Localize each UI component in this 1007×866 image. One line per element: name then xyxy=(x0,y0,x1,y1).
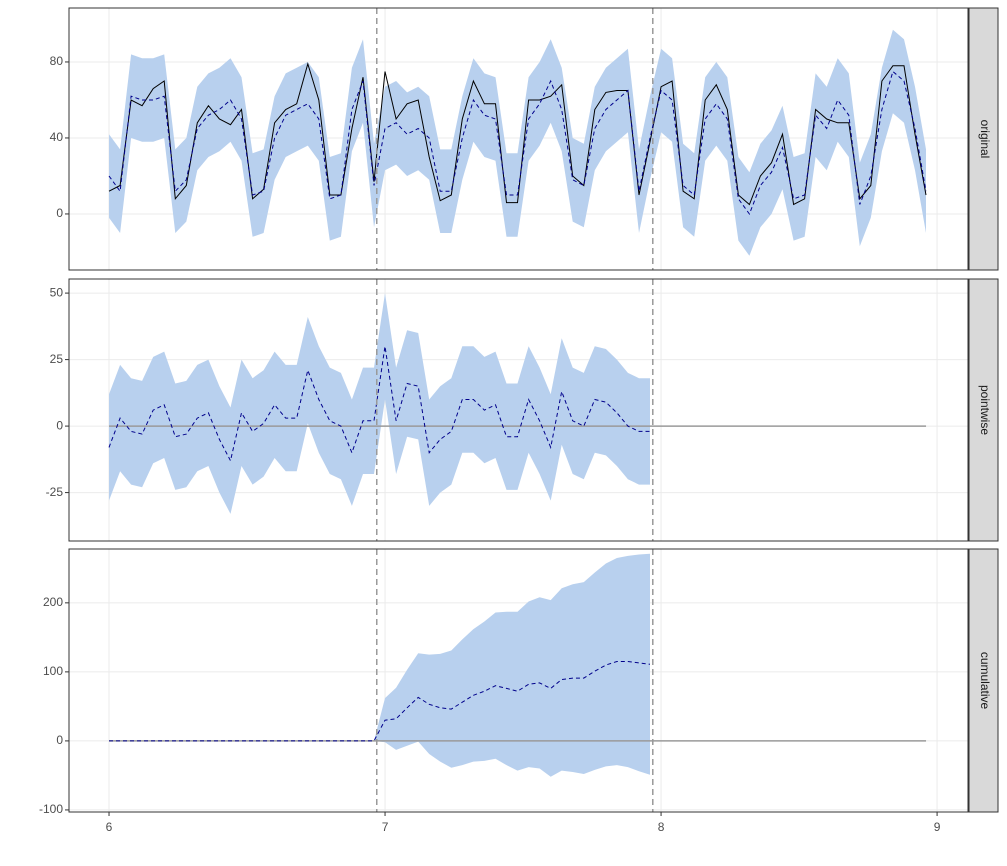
y-tick-label: 100 xyxy=(43,664,63,678)
y-tick-label: 0 xyxy=(56,733,63,747)
strip xyxy=(968,278,999,542)
panel-border xyxy=(68,278,969,542)
y-tick-label: 0 xyxy=(56,206,63,220)
x-tick-label: 9 xyxy=(934,820,941,834)
predicted-line xyxy=(109,661,651,742)
panel-border xyxy=(68,548,969,813)
y-tick-label: 25 xyxy=(50,352,64,366)
interval-band xyxy=(109,293,650,514)
strip xyxy=(968,7,999,271)
y-tick-label: 200 xyxy=(43,595,63,609)
y-tick-label: -25 xyxy=(46,485,64,499)
interval-band xyxy=(109,29,926,256)
y-tick-label: 80 xyxy=(50,54,64,68)
predicted-line xyxy=(108,70,927,216)
strip xyxy=(968,548,999,813)
x-tick-label: 8 xyxy=(658,820,665,834)
predicted-line xyxy=(108,346,650,463)
y-tick-label: -100 xyxy=(39,802,63,816)
x-tick-label: 7 xyxy=(382,820,389,834)
panel-border xyxy=(68,7,969,271)
y-tick-label: 40 xyxy=(50,130,64,144)
strip-label: pointwise xyxy=(978,385,992,435)
x-tick-label: 6 xyxy=(106,820,113,834)
y-tick-label: 50 xyxy=(50,285,64,299)
strip-label: cumulative xyxy=(978,652,992,710)
interval-band xyxy=(109,553,650,777)
strip-label: original xyxy=(978,120,992,159)
y-tick-label: 0 xyxy=(56,418,63,432)
